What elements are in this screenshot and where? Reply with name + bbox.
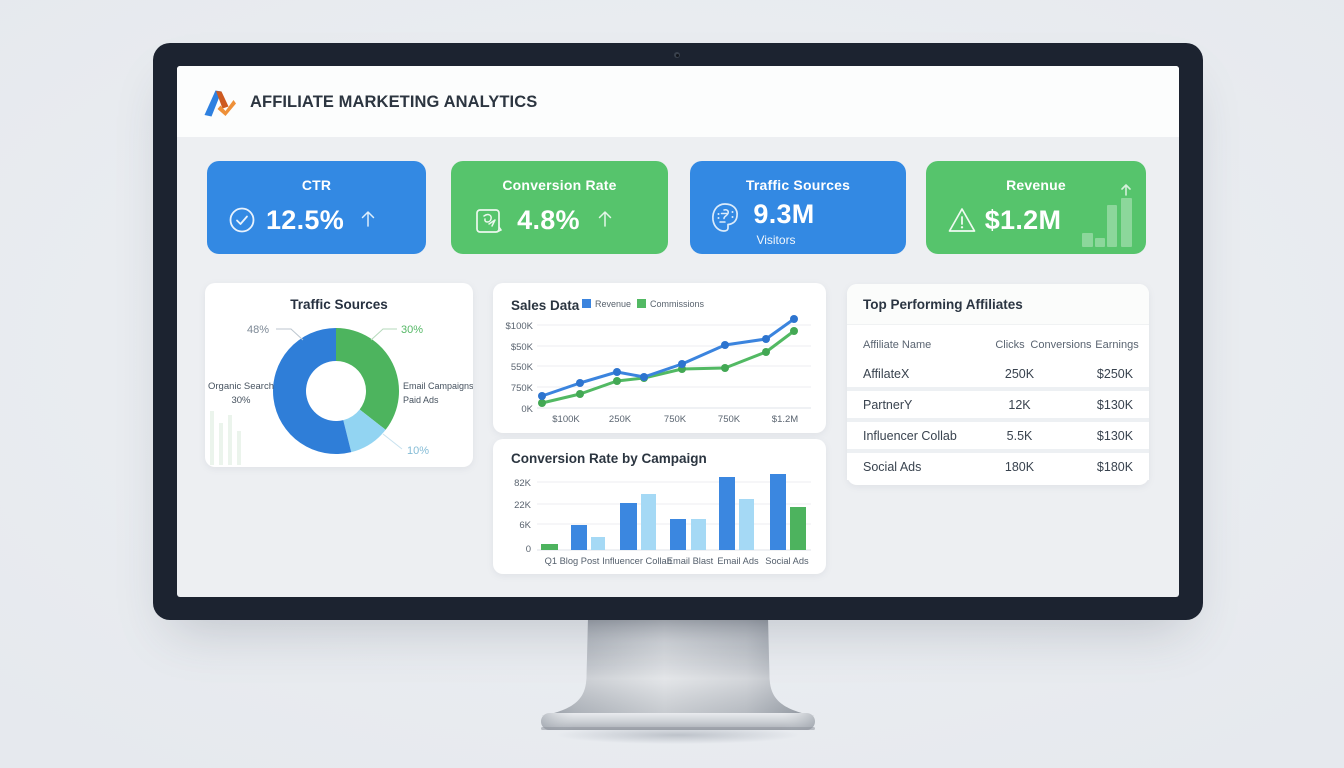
svg-text:Social Ads: Social Ads xyxy=(765,556,809,566)
svg-text:$100K: $100K xyxy=(506,321,534,332)
svg-text:250K: 250K xyxy=(609,414,632,425)
svg-text:22K: 22K xyxy=(514,500,532,511)
svg-text:750K: 750K xyxy=(511,383,534,394)
svg-text:Traffic Sources: Traffic Sources xyxy=(290,297,388,312)
svg-text:30%: 30% xyxy=(401,324,423,336)
svg-text:750K: 750K xyxy=(664,414,687,425)
svg-text:Influencer Collab: Influencer Collab xyxy=(602,556,672,566)
svg-text:$100K: $100K xyxy=(552,414,580,425)
svg-text:10%: 10% xyxy=(407,445,429,457)
svg-text:550K: 550K xyxy=(511,362,534,373)
svg-text:Q1 Blog Post: Q1 Blog Post xyxy=(545,556,600,566)
svg-text:$1.2M: $1.2M xyxy=(772,414,798,425)
svg-text:0: 0 xyxy=(526,544,531,555)
svg-text:Email Ads: Email Ads xyxy=(717,556,759,566)
svg-text:Email Blast: Email Blast xyxy=(667,556,714,566)
svg-text:82K: 82K xyxy=(514,478,532,489)
svg-text:Paid Ads: Paid Ads xyxy=(403,395,439,405)
svg-text:Email Campaigns: Email Campaigns xyxy=(403,381,473,391)
svg-text:0K: 0K xyxy=(521,404,533,415)
svg-text:6K: 6K xyxy=(519,520,531,531)
svg-text:Organic Search: Organic Search xyxy=(208,381,274,392)
svg-text:30%: 30% xyxy=(231,395,251,406)
svg-text:Commissions: Commissions xyxy=(650,299,705,309)
svg-text:48%: 48% xyxy=(247,324,269,336)
svg-text:750K: 750K xyxy=(718,414,741,425)
svg-text:Conversion Rate by Campaign: Conversion Rate by Campaign xyxy=(511,451,707,466)
svg-text:Sales Data: Sales Data xyxy=(511,298,580,313)
svg-text:$50K: $50K xyxy=(511,342,534,353)
svg-text:Revenue: Revenue xyxy=(595,299,631,309)
